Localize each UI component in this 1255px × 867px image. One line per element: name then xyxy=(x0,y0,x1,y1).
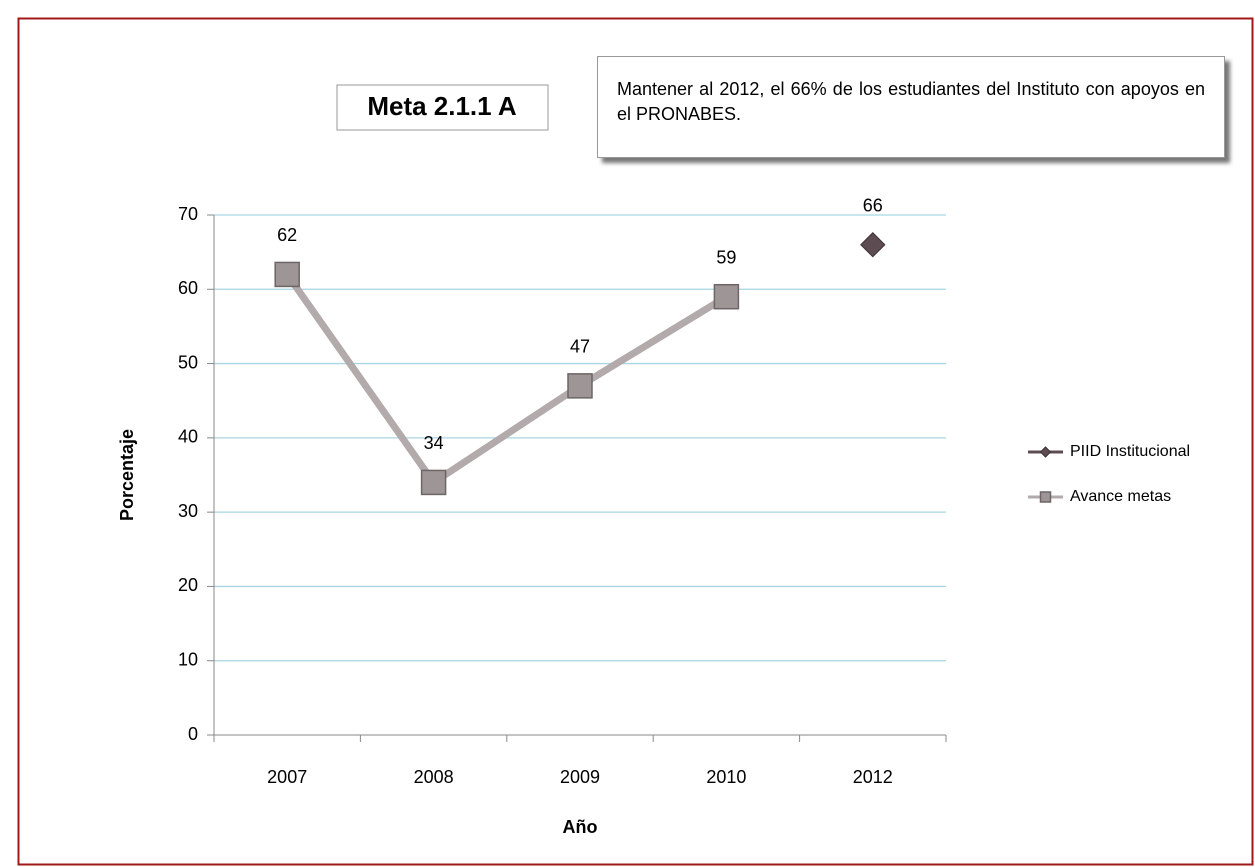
x-tick-label: 2009 xyxy=(560,767,600,787)
y-tick-label: 20 xyxy=(178,575,198,595)
data-label: 47 xyxy=(570,337,590,357)
data-point xyxy=(567,373,593,399)
series-line xyxy=(284,272,729,486)
y-tick-label: 10 xyxy=(178,649,198,669)
x-tick-label: 2010 xyxy=(706,767,746,787)
y-tick-label: 0 xyxy=(188,724,198,744)
x-tick-label: 2007 xyxy=(267,767,307,787)
data-point xyxy=(274,261,300,288)
data-point xyxy=(713,283,740,310)
legend-label: Avance metas xyxy=(1070,488,1171,505)
title-box xyxy=(336,84,549,131)
legend-marker xyxy=(1039,491,1052,503)
data-point xyxy=(860,232,886,258)
x-tick-label: 2012 xyxy=(853,767,893,787)
frame xyxy=(17,17,1254,866)
x-tick-label: 2008 xyxy=(414,767,454,787)
data-label: 34 xyxy=(424,433,444,453)
data-label: 59 xyxy=(716,247,736,267)
y-axis-label: Porcentaje xyxy=(117,429,137,521)
x-axis-label: Año xyxy=(563,817,598,837)
y-tick-label: 60 xyxy=(178,278,198,298)
y-tick-label: 70 xyxy=(178,204,198,224)
legend-label: PIID Institucional xyxy=(1070,443,1190,460)
y-tick-label: 30 xyxy=(178,501,198,521)
data-label: 66 xyxy=(863,195,883,215)
legend-marker xyxy=(1039,446,1052,458)
data-label: 62 xyxy=(277,225,297,245)
y-tick-label: 50 xyxy=(178,352,198,372)
data-point xyxy=(420,469,447,496)
y-tick-label: 40 xyxy=(178,427,198,447)
chart-title: Meta 2.1.1 A xyxy=(367,91,517,121)
annotation: Mantener al 2012, el 66% de los estudian… xyxy=(597,56,1225,158)
